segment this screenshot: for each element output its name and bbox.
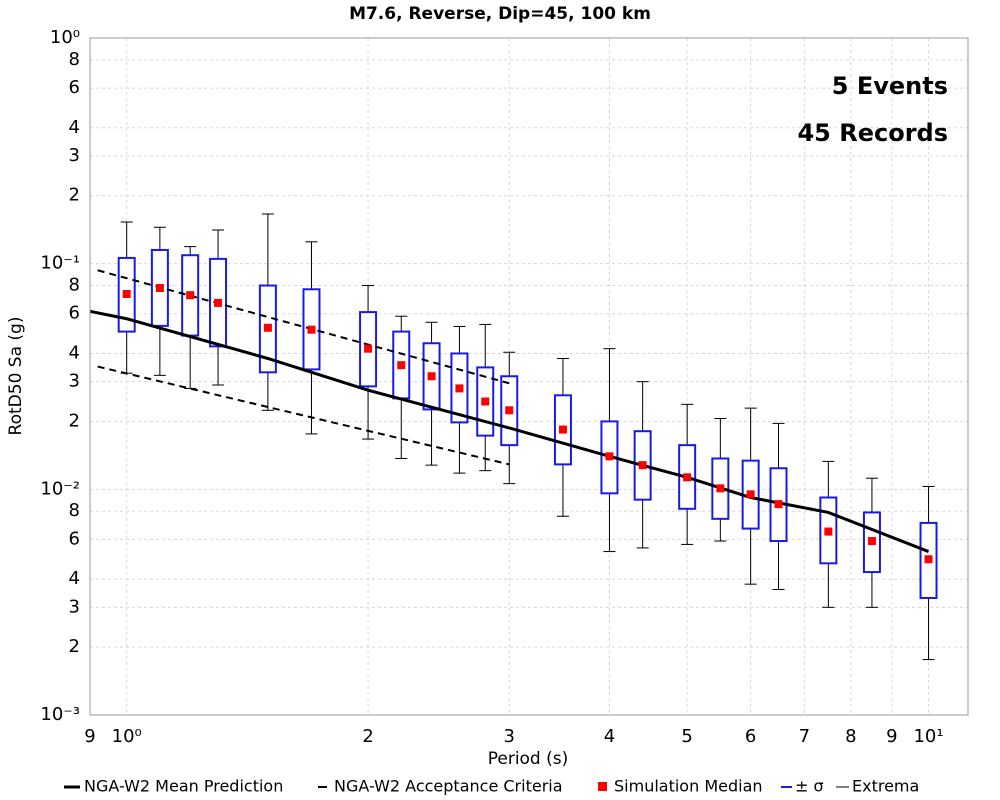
median-marker	[683, 473, 692, 482]
y-tick-label: 2	[69, 636, 80, 657]
x-tick-label: 10⁰	[112, 726, 142, 747]
median-marker	[397, 361, 406, 370]
y-tick-label: 8	[69, 49, 80, 70]
legend: NGA-W2 Mean Prediction NGA-W2 Acceptance…	[64, 777, 919, 796]
y-tick-label: 3	[69, 145, 80, 166]
y-tick-label: 3	[69, 596, 80, 617]
y-tick-label: 10⁰	[50, 27, 80, 48]
y-tick-label: 2	[69, 185, 80, 206]
legend-swatch	[598, 782, 607, 791]
median-marker	[263, 323, 272, 332]
y-tick-label: 10⁻¹	[40, 253, 80, 274]
median-marker	[924, 555, 933, 564]
median-marker	[427, 372, 436, 381]
x-tick-label: 8	[845, 726, 856, 747]
plot-marks	[89, 213, 938, 661]
x-tick-label: 4	[604, 726, 615, 747]
median-marker	[214, 298, 223, 307]
x-tick-label: 5	[681, 726, 692, 747]
median-marker	[867, 537, 876, 546]
median-marker	[307, 325, 316, 334]
median-marker	[455, 384, 464, 393]
y-tick-label: 8	[69, 275, 80, 296]
x-tick-label: 7	[799, 726, 810, 747]
y-tick-label: 4	[69, 568, 80, 589]
acceptance-lower	[97, 365, 510, 466]
annotation: 5 Events	[832, 72, 948, 100]
median-marker	[605, 452, 614, 461]
legend-label: ± σ	[795, 777, 824, 796]
x-tick-label: 9	[84, 726, 95, 747]
y-tick-label: 2	[69, 410, 80, 431]
x-tick-label: 2	[362, 726, 373, 747]
y-tick-label: 8	[69, 500, 80, 521]
y-tick-label: 6	[69, 303, 80, 324]
median-marker	[364, 344, 373, 353]
legend-label: Simulation Median	[614, 777, 763, 796]
x-axis-label: Period (s)	[488, 749, 569, 769]
plot-frame	[89, 37, 969, 716]
y-axis-label: RotD50 Sa (g)	[6, 317, 26, 436]
median-marker	[716, 484, 725, 493]
x-tick-label: 3	[504, 726, 515, 747]
legend-label: Extrema	[852, 777, 919, 796]
x-tick-label: 10¹	[913, 726, 943, 747]
median-marker	[186, 291, 195, 300]
x-tick-label: 6	[745, 726, 756, 747]
median-marker	[746, 490, 755, 499]
legend-label: NGA-W2 Mean Prediction	[84, 777, 283, 796]
median-marker	[481, 397, 490, 406]
median-marker	[558, 425, 567, 434]
y-tick-label: 10⁻²	[40, 478, 80, 499]
mean-prediction-line	[89, 309, 930, 553]
y-tick-label: 6	[69, 528, 80, 549]
chart-title: M7.6, Reverse, Dip=45, 100 km	[349, 4, 651, 24]
median-marker	[122, 289, 131, 298]
y-tick-label: 4	[69, 117, 80, 138]
y-tick-label: 4	[69, 342, 80, 363]
y-tick-label: 6	[69, 77, 80, 98]
legend-label: NGA-W2 Acceptance Criteria	[334, 777, 563, 796]
median-marker	[505, 406, 514, 415]
y-tick-label: 3	[69, 371, 80, 392]
x-tick-label: 9	[886, 726, 897, 747]
median-marker	[638, 461, 647, 470]
y-tick-label: 10⁻³	[40, 704, 80, 725]
median-marker	[824, 527, 833, 536]
annotation: 45 Records	[797, 119, 948, 147]
median-marker	[774, 500, 783, 509]
median-marker	[155, 284, 164, 293]
